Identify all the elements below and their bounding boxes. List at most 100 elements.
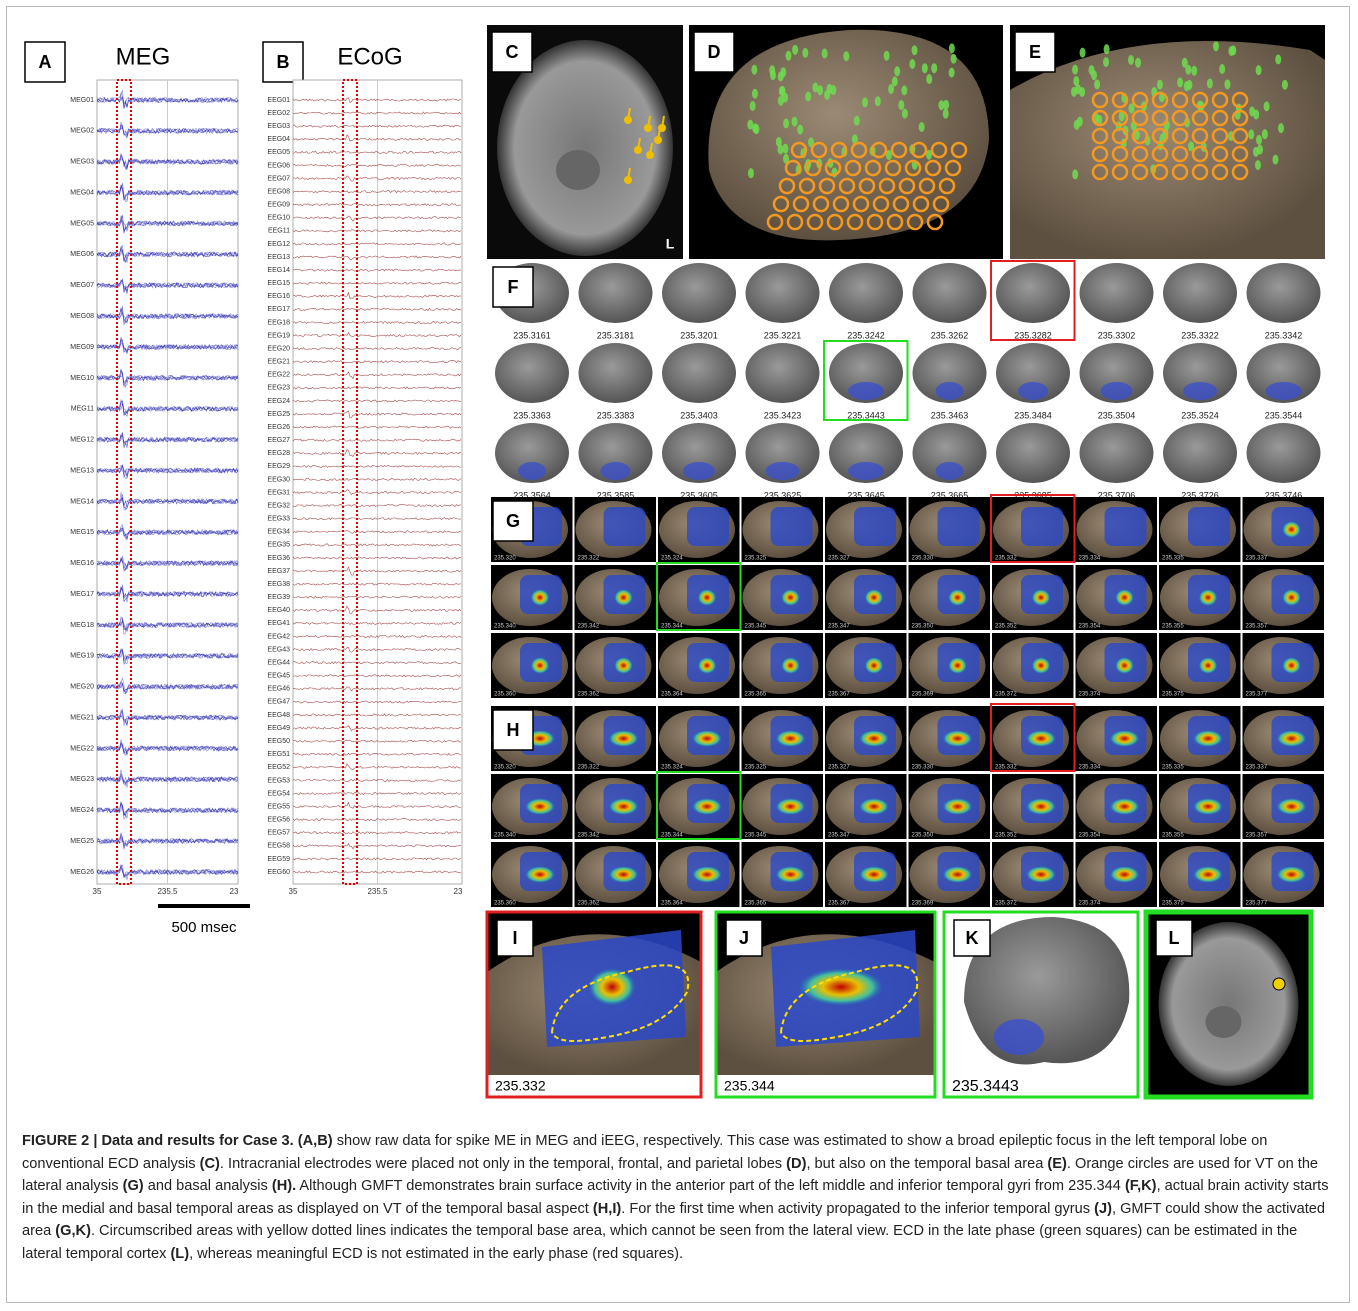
caption-bold: (G,K) bbox=[55, 1223, 91, 1239]
timestamp: 235.364 bbox=[661, 692, 683, 698]
channel-label: EEG10 bbox=[267, 215, 290, 222]
electrode-marker bbox=[1079, 87, 1085, 97]
caption-text: . Intracranial electrodes were placed no… bbox=[220, 1156, 786, 1172]
electrode-marker bbox=[1191, 66, 1197, 76]
hot-spot bbox=[796, 967, 886, 1007]
hot-spot bbox=[948, 657, 968, 675]
activation-map bbox=[604, 507, 646, 546]
timestamp: 235.3443 bbox=[847, 410, 885, 420]
timestamp: 235.335 bbox=[1162, 556, 1184, 562]
caption: FIGURE 2 | Data and results for Case 3. … bbox=[22, 1130, 1332, 1265]
channel-label: MEG21 bbox=[70, 714, 94, 721]
channel-label: EEG49 bbox=[267, 725, 290, 732]
electrode-marker bbox=[909, 59, 915, 69]
side-label: L bbox=[666, 236, 675, 252]
channel-label: EEG60 bbox=[267, 869, 290, 876]
electrode-marker bbox=[1253, 147, 1259, 157]
activation-map bbox=[771, 507, 813, 546]
channel-label: EEG41 bbox=[267, 620, 290, 627]
timestamp: 235.3423 bbox=[764, 410, 802, 420]
dipole-point bbox=[624, 116, 632, 124]
electrode-marker bbox=[902, 109, 908, 119]
channel-label: EEG19 bbox=[267, 332, 290, 339]
x-tick-label: 23 bbox=[454, 887, 463, 896]
channel-label: EEG39 bbox=[267, 594, 290, 601]
timestamp: 235.320 bbox=[494, 765, 516, 771]
brain-thumb bbox=[1163, 423, 1237, 483]
electrode-marker bbox=[802, 48, 808, 58]
electrode-marker bbox=[1255, 160, 1261, 170]
scale-bar-label: 500 msec bbox=[171, 919, 237, 936]
hot-spot bbox=[1192, 866, 1224, 884]
timestamp: 235.374 bbox=[1079, 901, 1101, 907]
activation bbox=[683, 462, 715, 480]
hot-spot bbox=[858, 798, 890, 816]
caption-text: Although GMFT demonstrates brain surface… bbox=[296, 1178, 1125, 1194]
timestamp: 235.357 bbox=[1246, 624, 1268, 630]
timestamp: 235.335 bbox=[1162, 765, 1184, 771]
electrode-marker bbox=[888, 84, 894, 94]
electrode-marker bbox=[1248, 129, 1254, 139]
x-tick-label: 35 bbox=[289, 887, 298, 896]
electrode-marker bbox=[919, 122, 925, 132]
x-tick-label: 23 bbox=[230, 887, 239, 896]
electrode-marker bbox=[1080, 48, 1086, 58]
electrode-marker bbox=[931, 63, 937, 73]
caption-text: . For the first time when activity propa… bbox=[621, 1201, 1094, 1217]
hot-spot bbox=[1192, 798, 1224, 816]
electrode-marker bbox=[783, 118, 789, 128]
timestamp: 235.334 bbox=[1079, 765, 1101, 771]
electrode-marker bbox=[785, 51, 791, 61]
timestamp: 235.3463 bbox=[931, 410, 969, 420]
hot-spot bbox=[1025, 798, 1057, 816]
channel-label: EEG21 bbox=[267, 359, 290, 366]
electrode-marker bbox=[1072, 169, 1078, 179]
electrode-marker bbox=[1264, 101, 1270, 111]
caption-bold: (J) bbox=[1094, 1201, 1112, 1217]
caption-text: , whereas meaningful ECD is not estimate… bbox=[189, 1246, 683, 1262]
timestamp: 235.3242 bbox=[847, 330, 885, 340]
hot-spot bbox=[697, 589, 717, 607]
timestamp: 235.3363 bbox=[513, 410, 551, 420]
timestamp: 235.342 bbox=[578, 833, 600, 839]
electrode-marker bbox=[792, 45, 798, 55]
activation bbox=[1183, 382, 1217, 400]
activation-map bbox=[938, 507, 980, 546]
hot-spot bbox=[691, 866, 723, 884]
activation bbox=[848, 382, 884, 400]
hot-spot bbox=[1276, 730, 1308, 748]
channel-label: MEG17 bbox=[70, 591, 94, 598]
hot-spot bbox=[691, 730, 723, 748]
caption-bold: (C) bbox=[200, 1156, 220, 1172]
timestamp: 235.362 bbox=[578, 692, 600, 698]
mri-brainstem bbox=[1206, 1006, 1242, 1038]
timestamp: 235.322 bbox=[578, 556, 600, 562]
hot-spot bbox=[775, 730, 807, 748]
electrode-marker bbox=[898, 100, 904, 110]
hot-spot bbox=[858, 866, 890, 884]
brain-thumb bbox=[662, 343, 736, 403]
hot-spot bbox=[1115, 589, 1135, 607]
panel-letter: K bbox=[966, 928, 979, 948]
timestamp: 235.365 bbox=[745, 901, 767, 907]
electrode-marker bbox=[747, 120, 753, 130]
panel-letter: D bbox=[708, 42, 721, 62]
activation bbox=[848, 462, 884, 480]
electrode-marker bbox=[769, 65, 775, 75]
hot-spot bbox=[864, 589, 884, 607]
channel-label: EEG36 bbox=[267, 555, 290, 562]
electrode-marker bbox=[1275, 55, 1281, 65]
timestamp: 235.372 bbox=[995, 901, 1017, 907]
panel-letter: E bbox=[1029, 42, 1041, 62]
timestamp: 235.3262 bbox=[931, 330, 969, 340]
timestamp: 235.364 bbox=[661, 901, 683, 907]
brain-thumb bbox=[495, 343, 569, 403]
hot-spot bbox=[781, 657, 801, 675]
timestamp: 235.344 bbox=[724, 1078, 775, 1094]
timestamp: 235.324 bbox=[661, 556, 683, 562]
timestamp: 235.352 bbox=[995, 833, 1017, 839]
timestamp: 235.367 bbox=[828, 901, 850, 907]
electrode-marker bbox=[748, 168, 754, 178]
brain-thumb bbox=[746, 343, 820, 403]
hot-spot bbox=[942, 730, 974, 748]
